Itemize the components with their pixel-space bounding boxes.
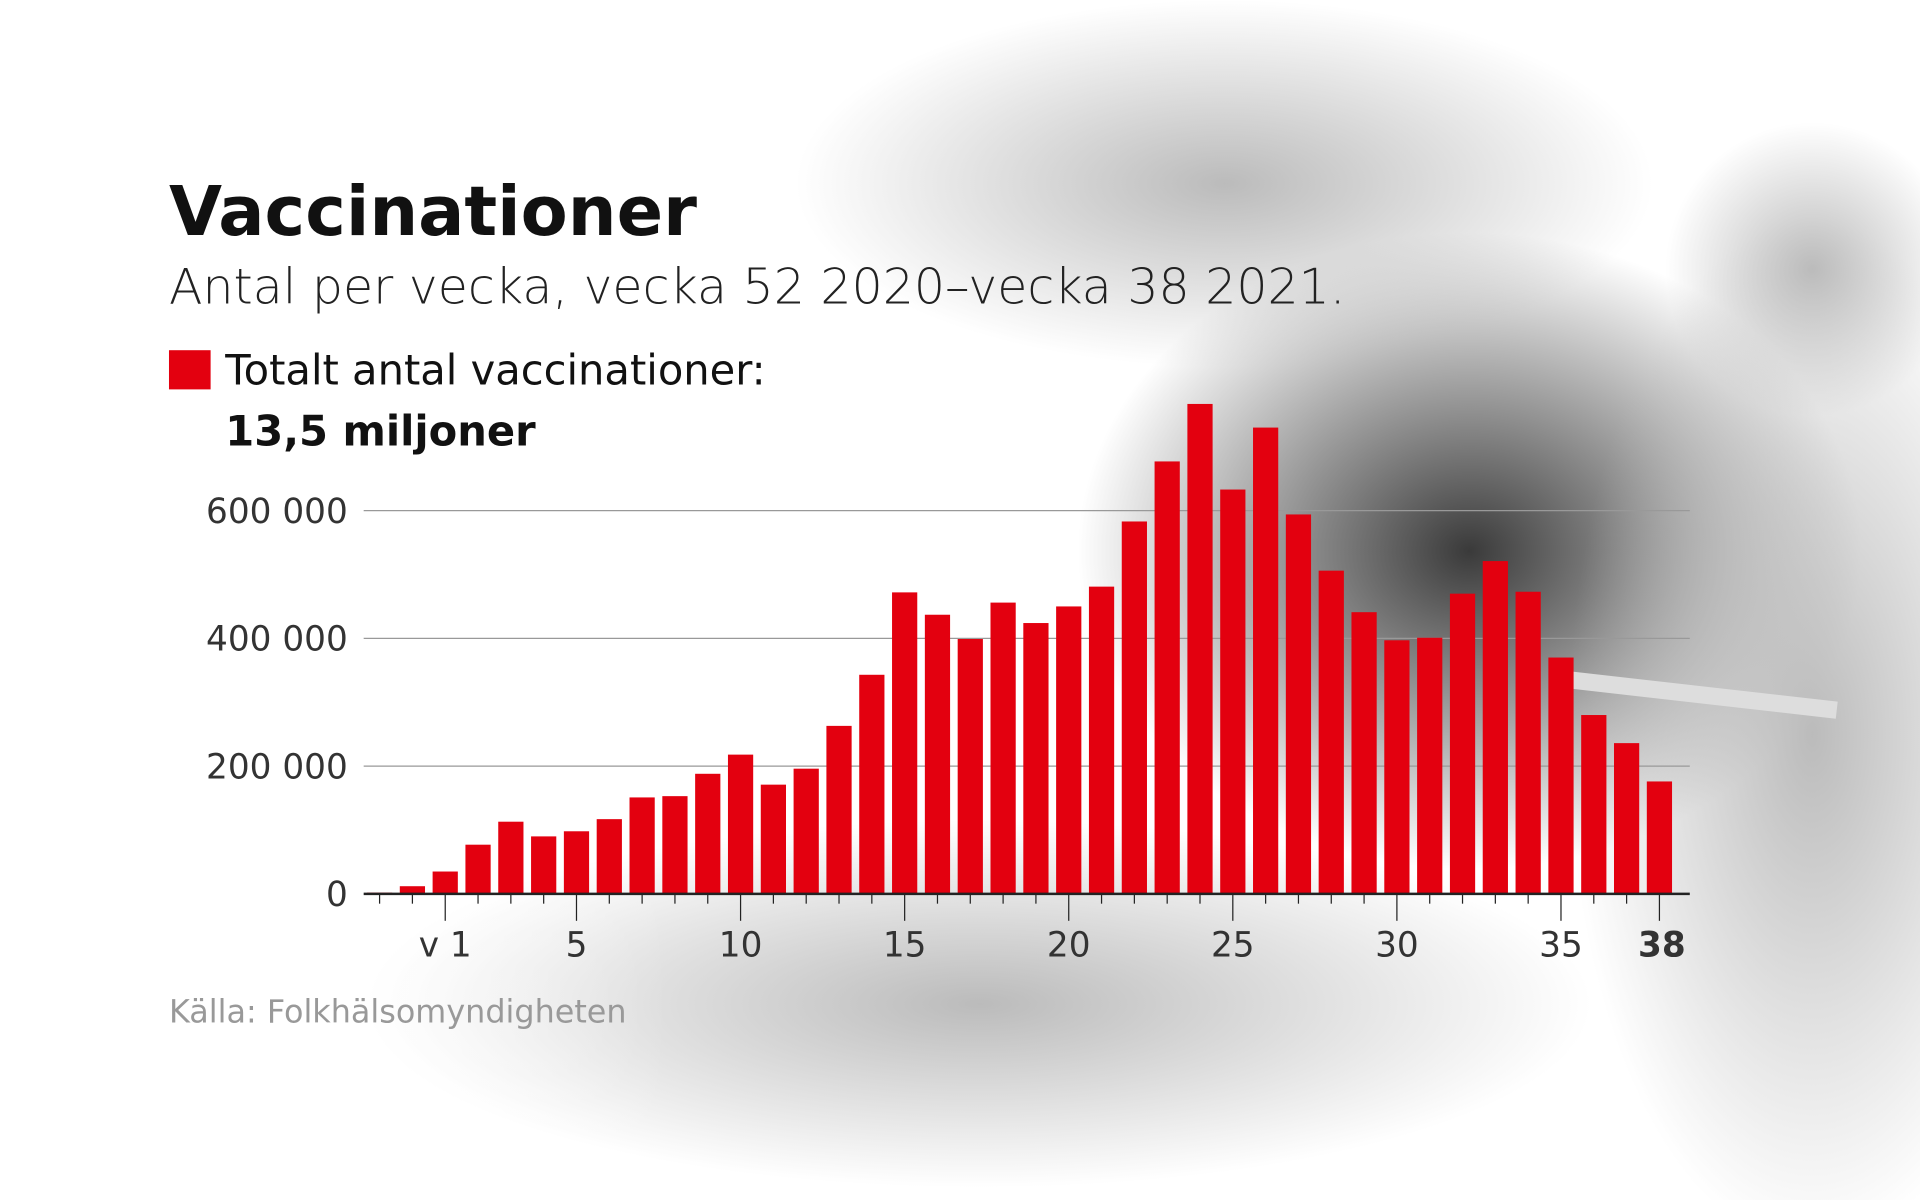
x-tick-label: 10 [719,925,763,965]
bar [859,674,885,894]
bar [498,821,524,894]
bar [924,614,951,894]
x-tick-label: v 1 [419,925,472,965]
annotation: 13,5 miljoner [225,407,536,456]
bar [1056,606,1082,894]
bar [695,773,721,894]
x-tick-label: 5 [566,925,588,965]
y-tick-label: 600 000 [206,492,348,532]
bar [1417,637,1443,894]
x-tick-label: 35 [1539,925,1583,965]
y-tick-label: 0 [326,875,348,915]
bar [465,844,491,894]
bar [1581,715,1607,894]
legend-label: Totalt antal vaccinationer: [224,345,765,394]
bar [1154,461,1180,894]
bar [727,754,754,894]
bar [760,784,786,894]
bar [629,797,655,894]
bar [892,592,918,894]
bar [1482,561,1508,894]
bar [1318,570,1344,894]
bar [662,796,688,894]
bar [1253,427,1279,894]
bar [1384,640,1410,894]
x-tick-label: 25 [1211,925,1255,965]
bar [563,831,590,894]
x-tick-label: 15 [883,925,927,965]
bar [1121,521,1147,894]
bar [1220,489,1246,894]
bar [432,871,458,894]
bar [531,836,557,894]
y-tick-label: 200 000 [206,747,348,787]
bar [596,819,622,894]
source: Källa: Folkhälsomyndigheten [169,992,627,1030]
bar [957,639,983,894]
x-tick-label: 38 [1638,925,1686,965]
bar [1449,593,1476,894]
y-tick-label: 400 000 [206,620,348,660]
bar [793,768,819,894]
bar [826,725,852,894]
bar [1614,743,1640,894]
bar [1515,591,1541,894]
x-tick-label: 20 [1047,925,1091,965]
bar [399,886,426,894]
bar [1187,403,1213,894]
chart-subtitle: Antal per vecka, vecka 52 2020–vecka 38 … [169,259,1345,316]
chart-title: Vaccinationer [169,172,697,252]
bar [1285,514,1312,894]
bar [1351,612,1377,894]
bar [990,602,1016,894]
x-tick-label: 30 [1375,925,1419,965]
bar [1023,623,1049,894]
bar [1088,586,1115,894]
bar [1548,657,1574,894]
bar [1646,781,1673,894]
legend-swatch [168,350,211,390]
